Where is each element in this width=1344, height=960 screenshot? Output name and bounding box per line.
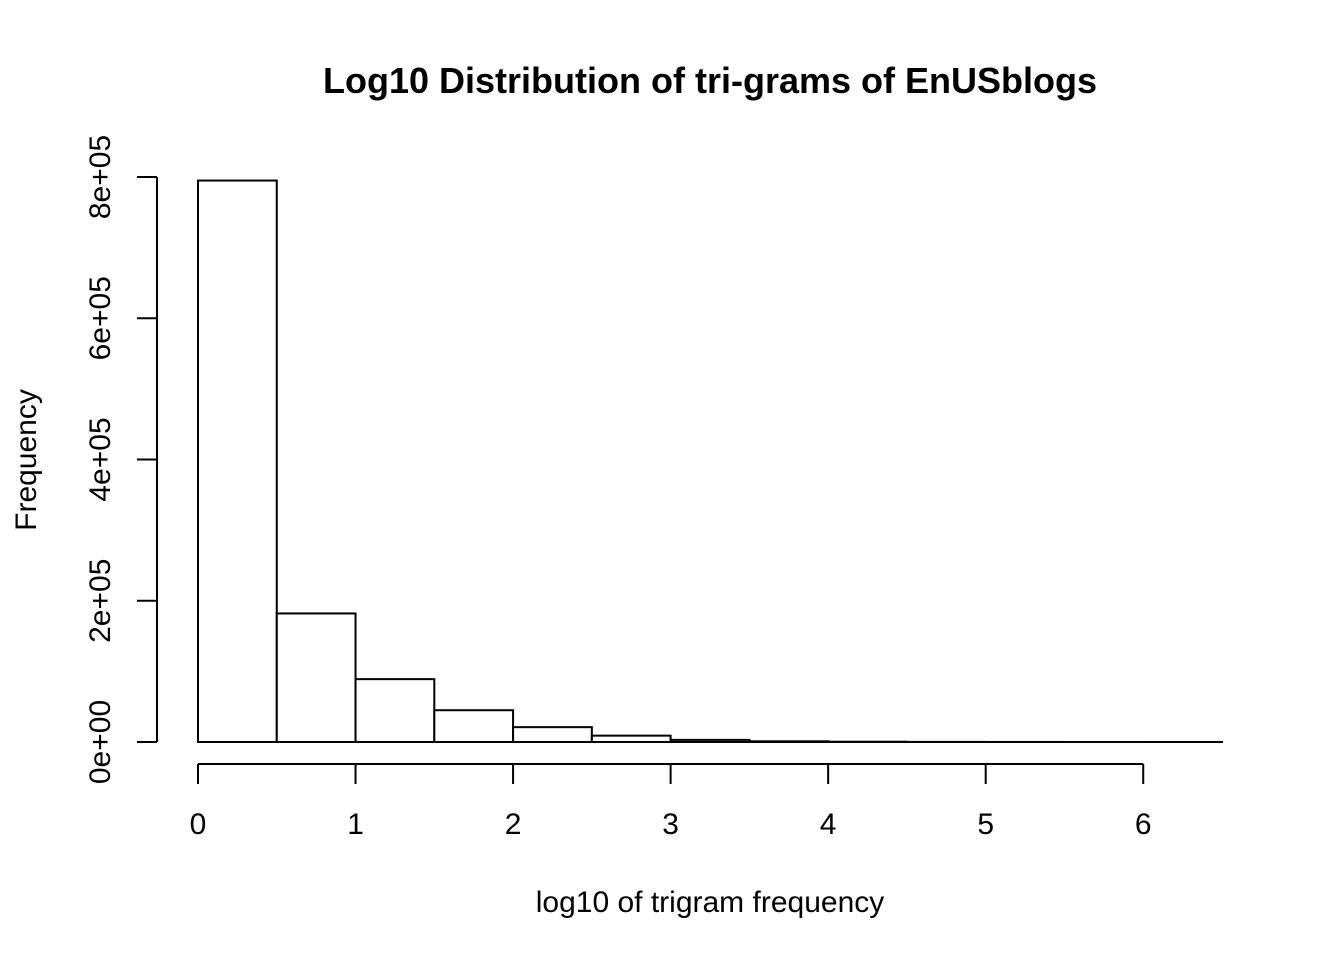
histogram-bar-6 [669,738,751,743]
y-tick-label-0: 0e+00 [84,700,117,784]
x-tick-label-5: 5 [977,808,994,841]
chart-title: Log10 Distribution of tri-grams of EnUSb… [323,60,1097,101]
y-tick-label-2: 4e+05 [84,417,117,501]
y-axis: 0e+00 2e+05 4e+05 6e+05 8e+05 [84,135,158,784]
histogram-bar-4 [512,726,593,744]
histogram-bar-7 [748,740,830,744]
x-tick-label-0: 0 [190,808,207,841]
y-tick-label-3: 6e+05 [84,276,117,360]
histogram-bar-0 [197,179,278,743]
x-axis: 0 1 2 3 4 5 6 [190,763,1152,841]
y-tick-label-1: 2e+05 [84,559,117,643]
y-axis-label: Frequency [10,389,43,531]
x-axis-label: log10 of trigram frequency [536,886,885,919]
bars-group [197,179,1223,744]
x-tick-label-2: 2 [505,808,522,841]
histogram-bar-5 [590,734,672,743]
x-tick-label-1: 1 [347,808,364,841]
x-tick-label-6: 6 [1135,808,1152,841]
y-tick-label-4: 8e+05 [84,135,117,219]
x-tick-label-3: 3 [662,808,679,841]
x-tick-label-4: 4 [820,808,837,841]
histogram-bar-3 [433,709,515,743]
histogram-bar-1 [275,612,357,744]
histogram-bar-2 [354,678,436,743]
